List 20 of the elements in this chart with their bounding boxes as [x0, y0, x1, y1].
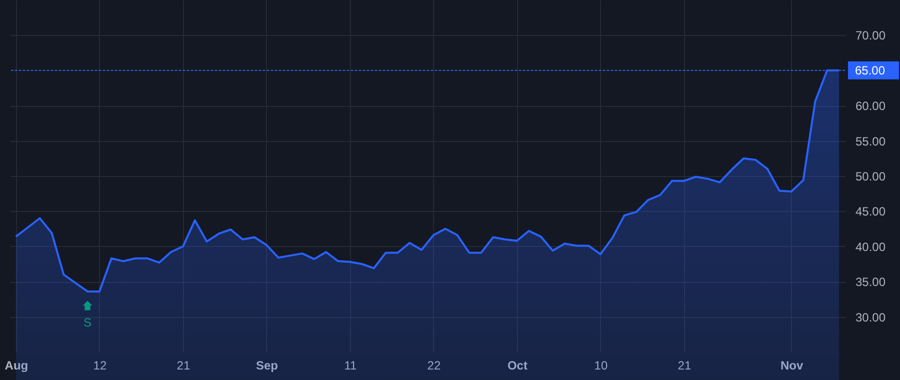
- x-tick-label: 12: [93, 358, 107, 372]
- y-tick-label: 40.00: [856, 240, 886, 254]
- x-tick-label: Oct: [507, 358, 528, 372]
- x-tick-label: 10: [594, 358, 608, 372]
- x-tick-label: Sep: [256, 358, 278, 372]
- y-tick-label: 45.00: [856, 204, 886, 219]
- x-tick-label: Nov: [780, 358, 804, 372]
- x-tick-label: 21: [678, 358, 692, 372]
- x-tick-label: 11: [344, 358, 358, 372]
- annotation: S: [84, 315, 92, 330]
- y-tick-label: 70.00: [856, 28, 886, 43]
- y-tick-label: 35.00: [856, 275, 886, 290]
- ref-line-label: 65.00: [855, 63, 886, 78]
- x-tick-label: Aug: [4, 358, 28, 372]
- x-tick-label: 21: [176, 358, 190, 372]
- x-tick-label: 22: [427, 358, 441, 372]
- y-tick-label: 50.00: [856, 170, 886, 184]
- y-tick-label: 60.00: [856, 99, 886, 114]
- y-tick-label: 30.00: [856, 310, 886, 324]
- y-tick-label: 55.00: [856, 134, 886, 148]
